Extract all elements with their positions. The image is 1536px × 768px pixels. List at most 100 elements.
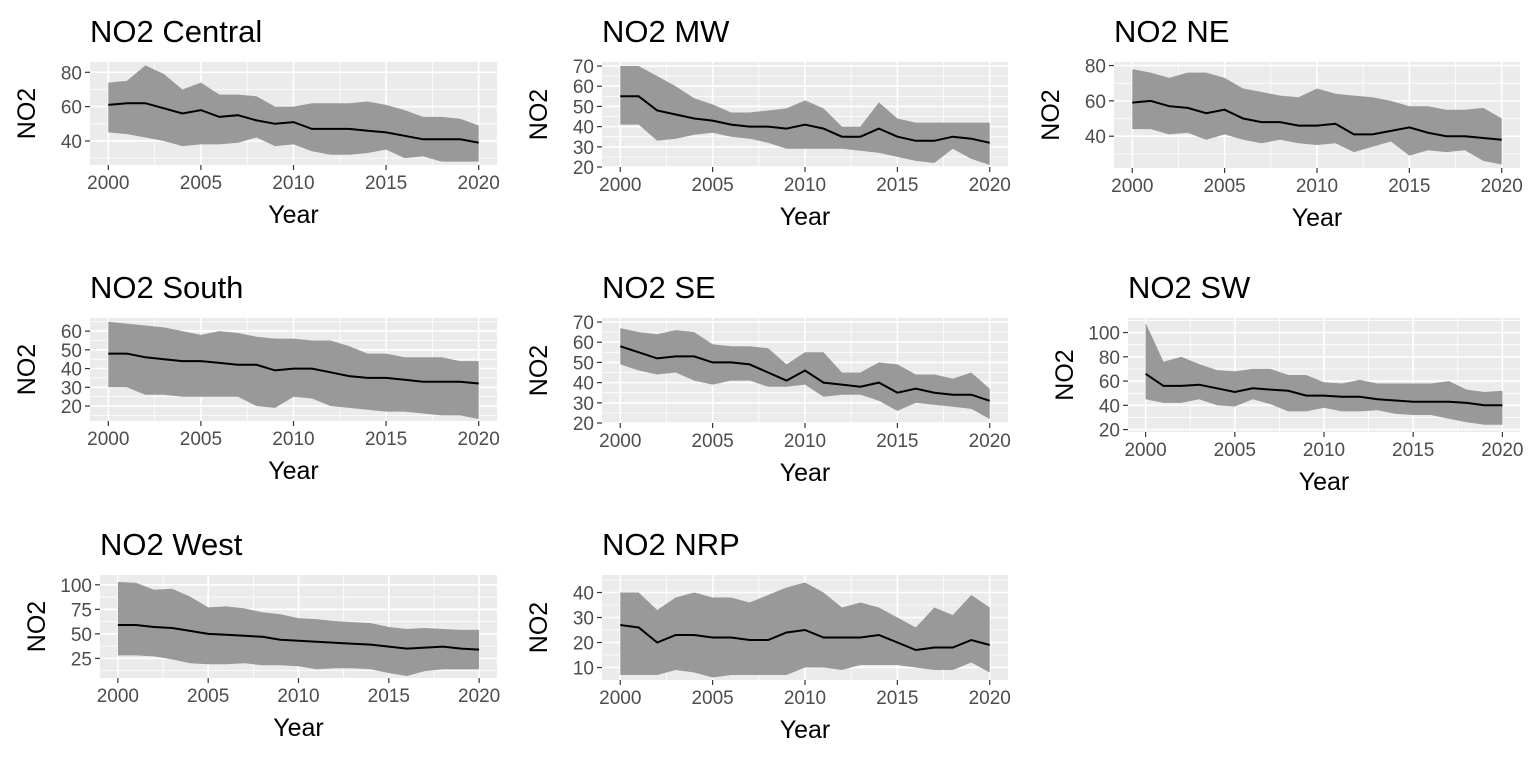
x-tick-label: 2005 bbox=[187, 686, 229, 707]
x-tick-label: 2020 bbox=[458, 686, 500, 707]
x-tick-label: 2005 bbox=[691, 431, 733, 452]
y-tick-label: 100 bbox=[1088, 324, 1120, 345]
series-ribbon bbox=[108, 65, 479, 162]
y-tick-label: 40 bbox=[573, 118, 594, 139]
x-tick-label: 2000 bbox=[599, 688, 641, 709]
x-tick-label: 2020 bbox=[969, 431, 1011, 452]
x-axis-title: Year bbox=[268, 457, 319, 485]
x-tick-label: 2020 bbox=[458, 429, 500, 450]
y-tick-label: 60 bbox=[61, 98, 82, 119]
panel-title: NO2 SW bbox=[1128, 270, 1251, 305]
x-tick-label: 2010 bbox=[272, 173, 314, 194]
x-axis-title: Year bbox=[268, 201, 319, 229]
x-tick-label: 2010 bbox=[272, 429, 314, 450]
y-tick-label: 20 bbox=[573, 158, 594, 179]
y-tick-label: 60 bbox=[573, 77, 594, 98]
x-tick-label: 2010 bbox=[1296, 176, 1338, 197]
series-line bbox=[108, 352, 479, 385]
y-tick-label: 40 bbox=[61, 132, 82, 153]
y-tick-label: 50 bbox=[71, 625, 92, 646]
y-tick-label: 30 bbox=[573, 394, 594, 415]
x-tick-label: 2015 bbox=[876, 175, 918, 196]
x-tick-label: 2005 bbox=[691, 688, 733, 709]
y-tick-label: 60 bbox=[61, 322, 82, 343]
y-axis-title: NO2 bbox=[525, 602, 553, 653]
y-tick-label: 50 bbox=[61, 341, 82, 362]
y-tick-label: 25 bbox=[71, 649, 92, 670]
series-ribbon bbox=[620, 328, 990, 419]
y-tick-label: 60 bbox=[1099, 372, 1120, 393]
y-tick-label: 40 bbox=[61, 360, 82, 381]
panel-title: NO2 West bbox=[100, 527, 243, 562]
x-tick-label: 2000 bbox=[599, 175, 641, 196]
y-tick-label: 20 bbox=[573, 634, 594, 655]
y-tick-label: 50 bbox=[573, 97, 594, 118]
series-ribbon bbox=[1132, 69, 1502, 165]
x-tick-label: 2000 bbox=[1124, 440, 1166, 461]
x-tick-label: 2010 bbox=[784, 175, 826, 196]
x-tick-label: 2005 bbox=[1203, 176, 1245, 197]
x-tick-label: 2020 bbox=[969, 688, 1011, 709]
y-tick-label: 40 bbox=[573, 584, 594, 605]
series-line bbox=[620, 95, 990, 144]
x-tick-label: 2000 bbox=[599, 431, 641, 452]
series-line bbox=[620, 624, 990, 652]
panel-3: 2000 2005 2010 2015 2020 40 60 80 NO2 NE Year NO2 bbox=[1037, 14, 1523, 232]
x-tick-label: 2005 bbox=[691, 175, 733, 196]
panel-8: 2000 2005 2010 2015 2020 10 20 30 40 NO2 NRP Year N… bbox=[525, 527, 1011, 744]
series-ribbon bbox=[117, 581, 480, 676]
x-tick-label: 2015 bbox=[1392, 440, 1434, 461]
y-tick-label: 60 bbox=[573, 333, 594, 354]
y-tick-label: 80 bbox=[1099, 348, 1120, 369]
x-axis-title: Year bbox=[1299, 468, 1350, 496]
y-tick-label: 60 bbox=[1085, 92, 1106, 113]
y-tick-label: 10 bbox=[573, 659, 594, 680]
x-tick-label: 2000 bbox=[87, 173, 129, 194]
y-axis-title: NO2 bbox=[525, 345, 553, 396]
x-axis-title: Year bbox=[780, 203, 831, 231]
y-tick-label: 20 bbox=[573, 414, 594, 435]
y-tick-label: 40 bbox=[1099, 396, 1120, 417]
panel-title: NO2 SE bbox=[602, 270, 716, 305]
y-tick-label: 100 bbox=[60, 576, 92, 597]
y-tick-label: 70 bbox=[573, 313, 594, 334]
panel-1: 2000 2005 2010 2015 2020 40 60 80 NO2 Central Yea… bbox=[13, 14, 500, 229]
y-tick-label: 20 bbox=[61, 397, 82, 418]
x-tick-label: 2010 bbox=[784, 688, 826, 709]
panel-7: 2000 2005 2010 2015 2020 25 50 75 100 NO2 West Yea… bbox=[23, 527, 500, 742]
y-axis-title: NO2 bbox=[1037, 89, 1065, 140]
y-axis-title: NO2 bbox=[525, 89, 553, 140]
series-line bbox=[619, 345, 991, 402]
x-tick-label: 2010 bbox=[277, 686, 319, 707]
x-tick-label: 2020 bbox=[1481, 440, 1523, 461]
x-axis-title: Year bbox=[273, 714, 324, 742]
y-tick-label: 30 bbox=[61, 378, 82, 399]
series-ribbon bbox=[1145, 322, 1503, 425]
x-tick-label: 2015 bbox=[365, 173, 407, 194]
y-tick-label: 30 bbox=[573, 138, 594, 159]
y-tick-label: 20 bbox=[1099, 421, 1120, 442]
panel-title: NO2 MW bbox=[602, 14, 730, 49]
y-tick-label: 80 bbox=[1085, 57, 1106, 78]
series-ribbon bbox=[108, 321, 479, 420]
x-tick-label: 2000 bbox=[1111, 176, 1153, 197]
y-tick-label: 40 bbox=[573, 374, 594, 395]
series-ribbon bbox=[620, 66, 990, 165]
x-axis-title: Year bbox=[780, 716, 831, 744]
panel-title: NO2 NE bbox=[1114, 14, 1229, 49]
x-tick-label: 2020 bbox=[458, 173, 500, 194]
x-tick-label: 2010 bbox=[1303, 440, 1345, 461]
y-tick-label: 70 bbox=[573, 57, 594, 78]
x-tick-label: 2015 bbox=[876, 688, 918, 709]
y-axis-title: NO2 bbox=[13, 88, 41, 139]
y-tick-label: 30 bbox=[573, 609, 594, 630]
x-tick-label: 2015 bbox=[368, 686, 410, 707]
series-line bbox=[1132, 99, 1502, 141]
y-tick-label: 50 bbox=[573, 353, 594, 374]
x-axis-title: Year bbox=[780, 459, 831, 487]
